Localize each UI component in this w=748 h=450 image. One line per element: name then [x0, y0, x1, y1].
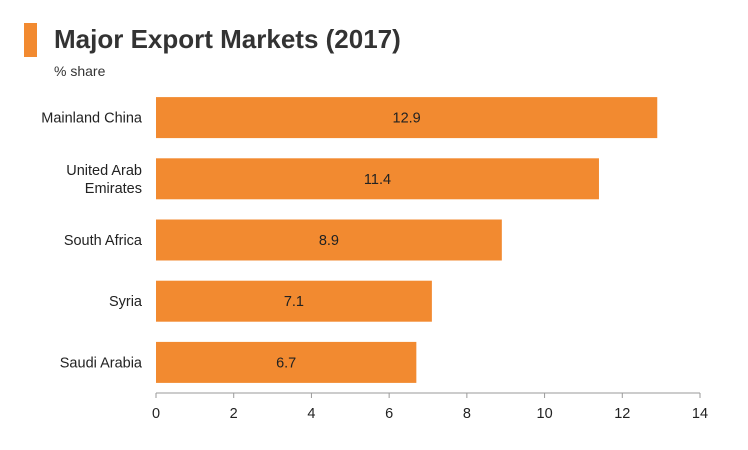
x-tick-label: 14: [692, 406, 708, 422]
chart-subtitle: % share: [54, 63, 106, 79]
x-tick-label: 4: [307, 406, 315, 422]
category-label: South Africa: [64, 233, 143, 249]
category-label: Syria: [109, 294, 143, 310]
bar-value-label: 11.4: [364, 172, 391, 188]
title-accent-bar: [24, 23, 37, 57]
bar: [156, 97, 658, 139]
x-tick-label: 2: [230, 406, 238, 422]
x-tick-label: 0: [152, 406, 160, 422]
x-tick-label: 6: [385, 406, 393, 422]
bar: [156, 158, 599, 200]
bar-value-label: 8.9: [319, 233, 339, 249]
bar: [156, 219, 502, 261]
chart-title: Major Export Markets (2017): [54, 24, 401, 54]
category-label: Mainland China: [41, 111, 143, 127]
bar: [156, 280, 432, 322]
bar-value-label: 7.1: [284, 294, 304, 310]
category-label: United Arab Emirates: [66, 163, 142, 197]
x-tick-label: 10: [537, 406, 553, 422]
bar-value-label: 6.7: [276, 355, 296, 371]
bar: [156, 341, 417, 383]
bar-value-label: 12.9: [393, 111, 421, 127]
x-tick-label: 8: [463, 406, 471, 422]
x-tick-label: 12: [614, 406, 630, 422]
category-label: Saudi Arabia: [60, 355, 143, 371]
